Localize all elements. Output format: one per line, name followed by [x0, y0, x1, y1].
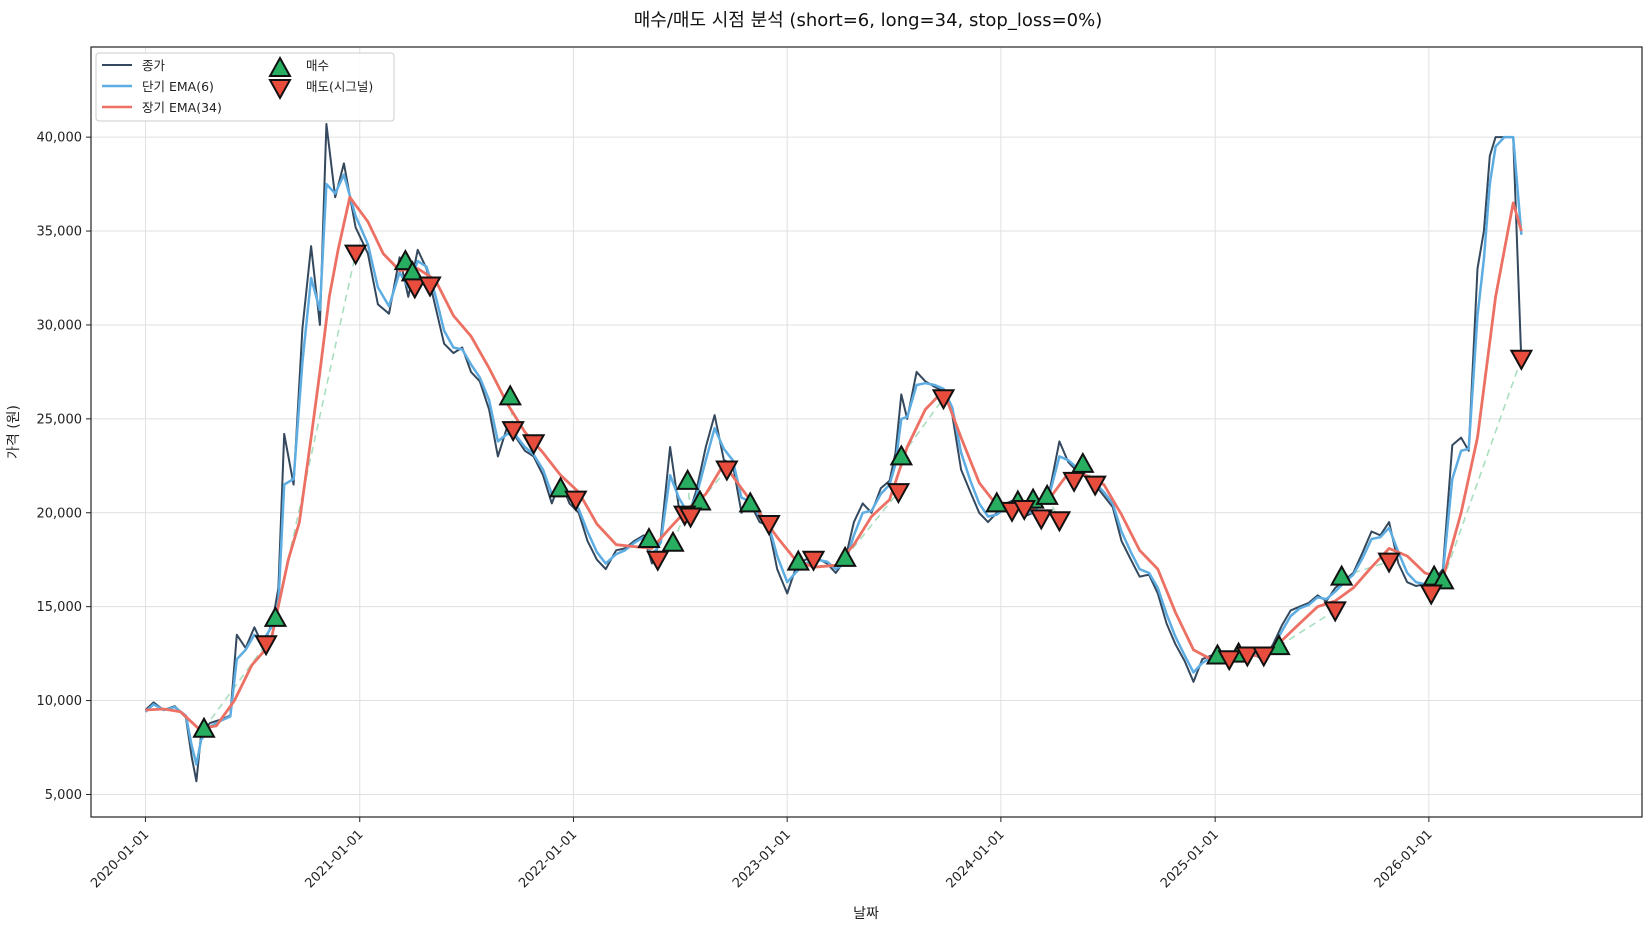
long-ema-line	[145, 195, 1523, 731]
legend-close-label: 종가	[142, 58, 166, 73]
y-tick-label: 15,000	[37, 600, 83, 615]
y-tick-label: 30,000	[37, 318, 83, 333]
buy-marker	[661, 530, 685, 552]
sell-marker	[403, 278, 427, 300]
sell-marker	[1235, 646, 1260, 668]
y-axis-label: 가격 (원)	[6, 405, 22, 459]
sell-marker	[521, 434, 546, 456]
sell-marker	[886, 483, 911, 505]
x-tick-label: 2020-01-01	[88, 827, 152, 891]
trade-link-line	[844, 491, 900, 559]
sell-marker	[1217, 650, 1241, 672]
sell-marker	[1083, 475, 1107, 497]
sell-marker	[801, 550, 826, 572]
buy-marker	[833, 545, 857, 567]
legend-sell-marker	[268, 79, 292, 101]
buy-marker	[192, 716, 216, 738]
buy-marker	[786, 549, 810, 571]
series-lines	[144, 123, 1523, 783]
y-tick-label: 25,000	[37, 412, 83, 427]
legend-short-ema-label: 단기 EMA(6)	[142, 79, 214, 94]
buy-marker	[498, 384, 522, 406]
sell-marker	[646, 550, 670, 572]
legend-buy-marker	[268, 55, 292, 77]
buy-marker	[738, 491, 762, 513]
sell-marker	[931, 389, 956, 411]
sell-marker	[1419, 584, 1443, 606]
y-tick-label: 10,000	[37, 694, 83, 709]
sell-marker	[678, 507, 703, 529]
x-tick-label: 2022-01-01	[516, 827, 580, 891]
sell-marker	[501, 421, 525, 443]
sell-marker	[1029, 509, 1053, 531]
trade-markers	[192, 244, 1534, 738]
buy-marker	[675, 468, 700, 490]
y-tick-label: 5,000	[45, 788, 82, 803]
sell-marker	[1252, 646, 1276, 668]
buy-marker	[1329, 564, 1354, 586]
sell-marker	[1509, 349, 1534, 371]
y-tick-label: 40,000	[37, 131, 83, 146]
chart-title: 매수/매도 시점 분석 (short=6, long=34, stop_loss…	[634, 10, 1103, 31]
buy-marker	[1431, 568, 1455, 590]
sell-marker	[1377, 552, 1401, 574]
sell-marker	[564, 490, 588, 512]
legend-buy-label: 매수	[306, 58, 329, 73]
x-tick-label: 2021-01-01	[303, 827, 367, 891]
y-tick-label: 35,000	[37, 225, 83, 240]
trade-link-line	[1341, 560, 1390, 578]
sell-marker	[715, 460, 739, 482]
y-tick-label: 20,000	[37, 506, 83, 521]
legend-box	[95, 52, 395, 122]
x-axis-label: 날짜	[853, 906, 879, 922]
buy-marker	[1071, 451, 1095, 473]
legend: 종가 단기 EMA(6) 장기 EMA(34) 매수 매도(시그널)	[95, 52, 395, 122]
sell-marker	[1012, 500, 1036, 522]
buy-marker	[1035, 483, 1059, 505]
buy-marker	[263, 605, 288, 627]
x-axis: 2020-01-01 2021-01-01 2022-01-01 2023-01-01…	[88, 817, 1436, 891]
x-tick-label: 2025-01-01	[1158, 827, 1222, 891]
buy-marker	[1267, 634, 1291, 656]
x-tick-label: 2023-01-01	[730, 827, 794, 891]
trade-link-line	[203, 643, 267, 730]
x-tick-label: 2026-01-01	[1372, 827, 1436, 891]
x-tick-label: 2024-01-01	[944, 827, 1008, 891]
legend-long-ema-label: 장기 EMA(34)	[142, 100, 222, 115]
sell-marker	[1323, 601, 1347, 623]
sell-marker	[343, 244, 368, 266]
trade-link-line	[1442, 358, 1523, 581]
sell-marker	[1047, 511, 1072, 533]
plot-frame	[90, 46, 1643, 818]
buy-marker	[889, 444, 914, 466]
buy-marker	[637, 526, 661, 549]
y-axis: 5,000 10,000 15,000 20,000 25,000 30,000 35,00…	[37, 131, 91, 803]
sell-marker	[418, 276, 442, 298]
legend-sell-label: 매도(시그널)	[306, 79, 373, 94]
sell-marker	[1062, 471, 1086, 493]
sell-marker	[757, 515, 781, 537]
grid	[91, 47, 1642, 817]
sell-marker	[254, 635, 278, 657]
close-price-line	[144, 123, 1523, 783]
